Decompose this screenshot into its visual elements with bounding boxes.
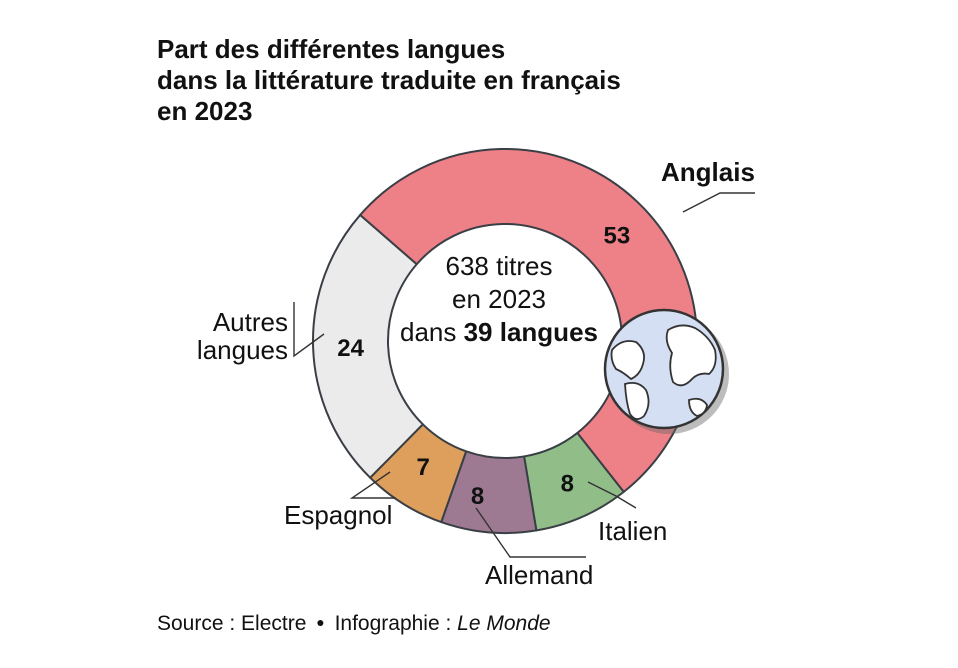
value-label-allemand: 8 bbox=[471, 483, 484, 510]
chart-title: Part des différentes langues dans la lit… bbox=[157, 34, 757, 127]
category-label-anglais: Anglais bbox=[661, 157, 755, 187]
value-label-espagnol: 7 bbox=[416, 454, 429, 481]
category-label-allemand: Allemand bbox=[485, 560, 593, 590]
leader-line-autres-langues bbox=[293, 302, 325, 358]
title-line-1: Part des différentes langues bbox=[157, 34, 506, 64]
globe-icon bbox=[603, 308, 729, 434]
value-label-italien: 8 bbox=[561, 470, 574, 497]
category-label-autres-langues: Autres langues bbox=[197, 307, 288, 365]
label-leaders bbox=[293, 192, 755, 558]
slice-autres-langues bbox=[312, 214, 424, 479]
title-line-3: en 2023 bbox=[157, 96, 253, 126]
slice-anglais bbox=[359, 148, 698, 493]
category-label-italien: Italien bbox=[598, 516, 667, 546]
donut-slices bbox=[312, 148, 698, 534]
credit-label: Infographie : bbox=[334, 612, 458, 635]
center-label: 638 titres en 2023 dans 39 langues bbox=[400, 251, 598, 347]
category-label-espagnol: Espagnol bbox=[284, 500, 392, 530]
value-label-autres-langues: 24 bbox=[337, 335, 364, 362]
leader-line-espagnol bbox=[349, 471, 396, 499]
leader-line-allemand bbox=[475, 507, 586, 558]
leader-line-italien bbox=[587, 481, 637, 509]
value-labels: 53 8 8 7 24 bbox=[337, 222, 630, 509]
value-label-anglais: 53 bbox=[604, 222, 631, 249]
center-line-1: 638 titres bbox=[446, 251, 553, 281]
credit-name: Le Monde bbox=[457, 612, 551, 635]
source-line: Source : Electre ● Infographie : Le Mond… bbox=[157, 612, 551, 636]
title-line-2: dans la littérature traduite en français bbox=[157, 65, 621, 95]
center-line-3: dans 39 langues bbox=[400, 317, 598, 347]
source-label: Source : Electre bbox=[157, 612, 307, 635]
separator-dot: ● bbox=[316, 614, 325, 630]
leader-line-anglais bbox=[682, 192, 755, 213]
center-line-2: en 2023 bbox=[452, 284, 546, 314]
